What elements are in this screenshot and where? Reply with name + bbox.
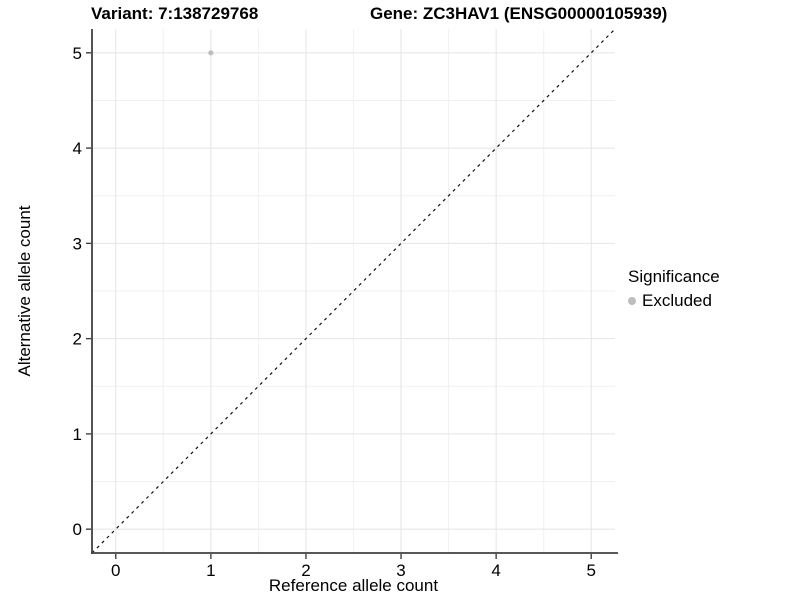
x-tick-label: 0	[111, 561, 120, 580]
x-axis-title: Reference allele count	[268, 576, 439, 595]
y-axis-title-wrap: Alternative allele count	[14, 0, 36, 582]
y-tick-label: 4	[73, 139, 82, 158]
legend: Significance Excluded	[628, 267, 720, 311]
y-tick-label: 5	[73, 44, 82, 63]
identity-line	[91, 28, 616, 554]
y-tick-label: 1	[73, 425, 82, 444]
legend-title: Significance	[628, 267, 720, 286]
y-tick-label: 3	[73, 234, 82, 253]
x-tick-label: 5	[586, 561, 595, 580]
x-tick-label: 4	[491, 561, 500, 580]
data-point	[208, 50, 214, 56]
y-tick-label: 2	[73, 330, 82, 349]
x-tick-label: 2	[301, 561, 310, 580]
plot-title-variant: Variant: 7:138729768	[91, 4, 259, 23]
x-tick-label: 1	[206, 561, 215, 580]
legend-point-icon	[628, 297, 636, 305]
y-axis-title: Alternative allele count	[15, 205, 34, 377]
y-tick-label: 0	[73, 520, 82, 539]
plot-title-gene: Gene: ZC3HAV1 (ENSG00000105939)	[370, 4, 668, 23]
legend-entry-excluded: Excluded	[628, 291, 720, 311]
x-tick-label: 3	[396, 561, 405, 580]
legend-entry-label: Excluded	[642, 291, 712, 310]
